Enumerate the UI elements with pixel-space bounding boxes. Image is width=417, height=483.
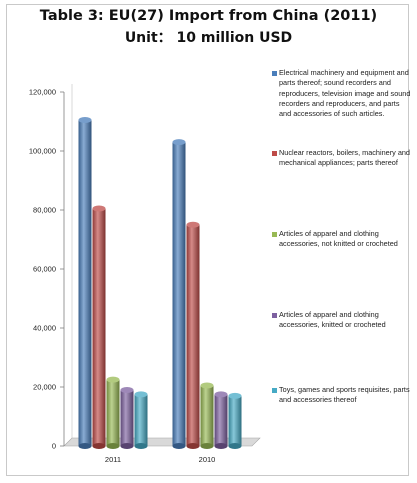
bar [172, 142, 186, 446]
bar-top [214, 391, 228, 398]
bar-base [92, 443, 106, 449]
chart-title: Table 3: EU(27) Import from China (2011) [39, 8, 378, 24]
y-tick-label: 120,000 [29, 88, 56, 97]
bar-top [186, 221, 200, 228]
y-tick-label: 40,000 [33, 324, 56, 333]
chart-subtitle: Unit： 10 million USD [124, 30, 293, 46]
bar-base [228, 443, 242, 449]
legend-label: Articles of apparel and clothing accesso… [279, 229, 398, 249]
legend-label: Nuclear reactors, boilers, machinery and… [279, 148, 410, 168]
bar-top [120, 386, 134, 393]
y-tick-label: 100,000 [29, 147, 56, 156]
legend-label: Electrical machinery and equipment and p… [279, 68, 411, 119]
bar-base [106, 443, 120, 449]
bar-top [228, 392, 242, 399]
y-tick-label: 80,000 [33, 206, 56, 215]
bar-top [200, 382, 214, 389]
plot-back-wall [64, 84, 260, 446]
bar [186, 224, 200, 446]
bar-top [78, 117, 92, 124]
bar-base [200, 443, 214, 449]
bar-base [120, 443, 134, 449]
bar [214, 394, 228, 446]
bar-top [172, 139, 186, 146]
legend-swatch [272, 151, 277, 156]
y-tick-label: 20,000 [33, 383, 56, 392]
bar-top [92, 205, 106, 212]
bar [78, 120, 92, 447]
bar-base [78, 443, 92, 449]
bar [92, 208, 106, 446]
legend-swatch [272, 232, 277, 237]
bar-base [134, 443, 148, 449]
bar-base [214, 443, 228, 449]
legend-swatch [272, 388, 277, 393]
bar [134, 394, 148, 446]
legend-swatch [272, 313, 277, 318]
bar-top [106, 376, 120, 383]
bar [120, 389, 134, 446]
bar-top [134, 391, 148, 398]
bar-base [186, 443, 200, 449]
legend-swatch [272, 71, 277, 76]
bar [200, 385, 214, 446]
legend-label: Articles of apparel and clothing accesso… [279, 310, 386, 330]
legend-label: Toys, games and sports requisites, parts… [279, 385, 410, 405]
bar [106, 379, 120, 446]
y-tick-label: 60,000 [33, 265, 56, 274]
x-tick-label: 2010 [199, 455, 216, 464]
bar [228, 395, 242, 446]
y-tick-label: 0 [52, 442, 56, 451]
bar-base [172, 443, 186, 449]
x-tick-label: 2011 [105, 455, 121, 464]
